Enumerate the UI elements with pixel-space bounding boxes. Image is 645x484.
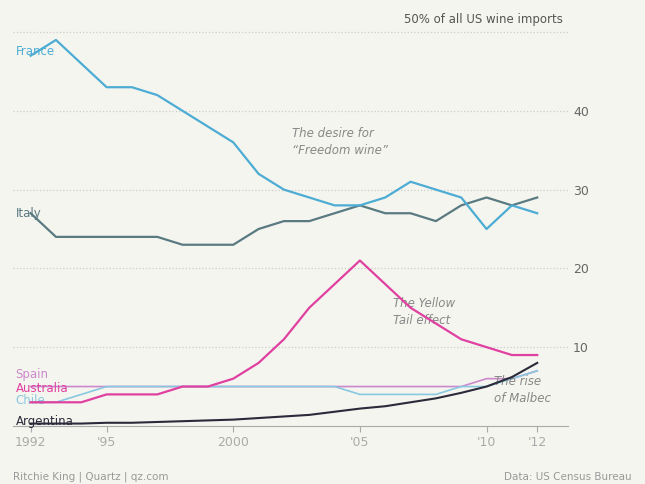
Text: 50% of all US wine imports: 50% of all US wine imports xyxy=(404,13,562,26)
Text: Data: US Census Bureau: Data: US Census Bureau xyxy=(504,471,632,482)
Text: Chile: Chile xyxy=(15,394,45,407)
Text: France: France xyxy=(15,45,55,58)
Text: The Yellow
Tail effect: The Yellow Tail effect xyxy=(393,297,455,327)
Text: The rise
of Malbec: The rise of Malbec xyxy=(494,376,551,406)
Text: Ritchie King | Quartz | qz.com: Ritchie King | Quartz | qz.com xyxy=(13,471,168,482)
Text: Argentina: Argentina xyxy=(15,415,74,428)
Text: Australia: Australia xyxy=(15,381,68,394)
Text: Spain: Spain xyxy=(15,368,48,381)
Text: The desire for
“Freedom wine”: The desire for “Freedom wine” xyxy=(292,127,388,157)
Text: Italy: Italy xyxy=(15,207,41,220)
